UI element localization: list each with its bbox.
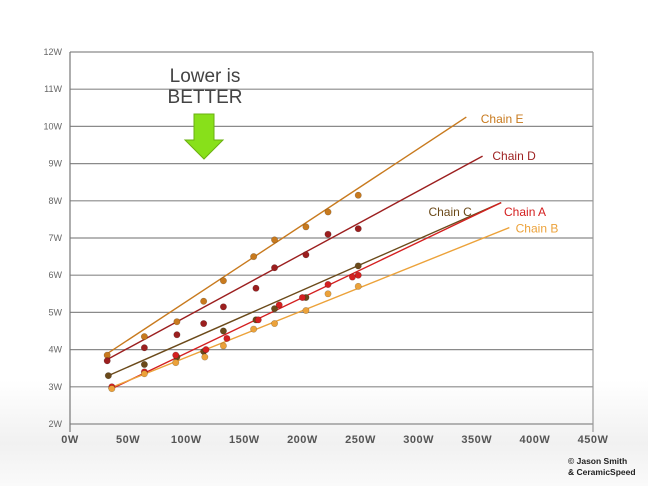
trend-line: [104, 116, 467, 356]
x-tick-label: 0W: [61, 434, 79, 446]
data-point: [140, 333, 148, 341]
callout-line2: BETTER: [167, 87, 243, 108]
series-labels: Chain E Chain D Chain C Chain A Chain B: [428, 112, 558, 236]
x-tick-label: 250W: [345, 434, 376, 446]
trend-line: [104, 155, 483, 362]
x-tick-label: 150W: [229, 434, 260, 446]
data-point: [140, 370, 148, 378]
data-point: [250, 325, 258, 333]
x-tick-label: 300W: [403, 434, 434, 446]
series-label: Chain E: [481, 112, 524, 126]
credit-line1: © Jason Smith: [568, 456, 628, 466]
series-label: Chain A: [504, 205, 546, 219]
data-point: [201, 353, 209, 361]
data-point: [302, 307, 310, 315]
data-point: [173, 318, 181, 326]
data-point: [298, 294, 306, 302]
data-point: [250, 253, 258, 261]
data-point: [271, 264, 279, 272]
series-label: Chain B: [516, 222, 559, 236]
data-point: [348, 273, 356, 281]
data-point: [302, 223, 310, 231]
y-axis-ticks: 2W 3W 4W 5W 6W 7W 8W 9W 10W 11W 12W: [43, 47, 62, 429]
y-tick-label: 7W: [49, 233, 63, 243]
trend-line: [108, 226, 510, 390]
data-point: [254, 316, 262, 324]
data-point: [219, 303, 227, 311]
credit-line2: & CeramicSpeed: [568, 467, 636, 477]
data-point: [173, 331, 181, 339]
data-point: [354, 282, 362, 290]
data-point: [202, 346, 210, 354]
callout-line1: Lower is: [169, 66, 241, 87]
copyright-credit: © Jason Smith & CeramicSpeed: [568, 456, 636, 478]
data-point: [302, 251, 310, 259]
x-tick-label: 400W: [520, 434, 551, 446]
data-point: [219, 277, 227, 285]
data-point: [140, 360, 148, 368]
y-tick-label: 12W: [43, 47, 62, 57]
data-point: [172, 351, 180, 359]
data-point: [103, 357, 111, 365]
x-tick-label: 100W: [171, 434, 202, 446]
data-point: [104, 372, 112, 380]
data-point: [223, 334, 231, 342]
data-point: [324, 290, 332, 298]
x-tick-label: 200W: [287, 434, 318, 446]
data-point: [219, 342, 227, 350]
x-tick-label: 350W: [461, 434, 492, 446]
gridlines: [69, 51, 594, 432]
y-tick-label: 4W: [49, 345, 63, 355]
y-tick-label: 9W: [49, 159, 63, 169]
data-point: [324, 208, 332, 216]
series-label: Chain C: [428, 205, 472, 219]
y-tick-label: 5W: [49, 307, 63, 317]
data-point: [354, 271, 362, 279]
lower-is-better-callout: Lower is BETTER: [150, 66, 260, 108]
data-point: [200, 320, 208, 328]
data-point: [140, 344, 148, 352]
data-point: [324, 280, 332, 288]
data-point: [271, 320, 279, 328]
y-tick-label: 6W: [49, 270, 63, 280]
x-axis-ticks: 0W 50W 100W 150W 200W 250W 300W 350W 400W 450W: [61, 434, 608, 446]
data-point: [219, 327, 227, 335]
data-point: [354, 225, 362, 233]
x-tick-label: 50W: [116, 434, 140, 446]
data-points: [103, 191, 362, 393]
trend-line: [108, 202, 502, 377]
data-point: [354, 191, 362, 199]
y-tick-label: 8W: [49, 196, 63, 206]
data-point: [324, 230, 332, 238]
data-point: [271, 236, 279, 244]
background-shade: [0, 380, 648, 486]
data-point: [108, 385, 116, 393]
data-point: [354, 262, 362, 270]
y-tick-label: 3W: [49, 382, 63, 392]
y-tick-label: 10W: [43, 121, 62, 131]
series-label: Chain D: [492, 149, 536, 163]
y-tick-label: 2W: [49, 419, 63, 429]
data-point: [275, 301, 283, 309]
x-tick-label: 450W: [578, 434, 609, 446]
y-tick-label: 11W: [44, 84, 62, 94]
down-arrow-icon: [183, 113, 225, 160]
data-point: [172, 359, 180, 367]
data-point: [200, 297, 208, 305]
data-point: [271, 305, 279, 313]
data-point: [252, 284, 260, 292]
